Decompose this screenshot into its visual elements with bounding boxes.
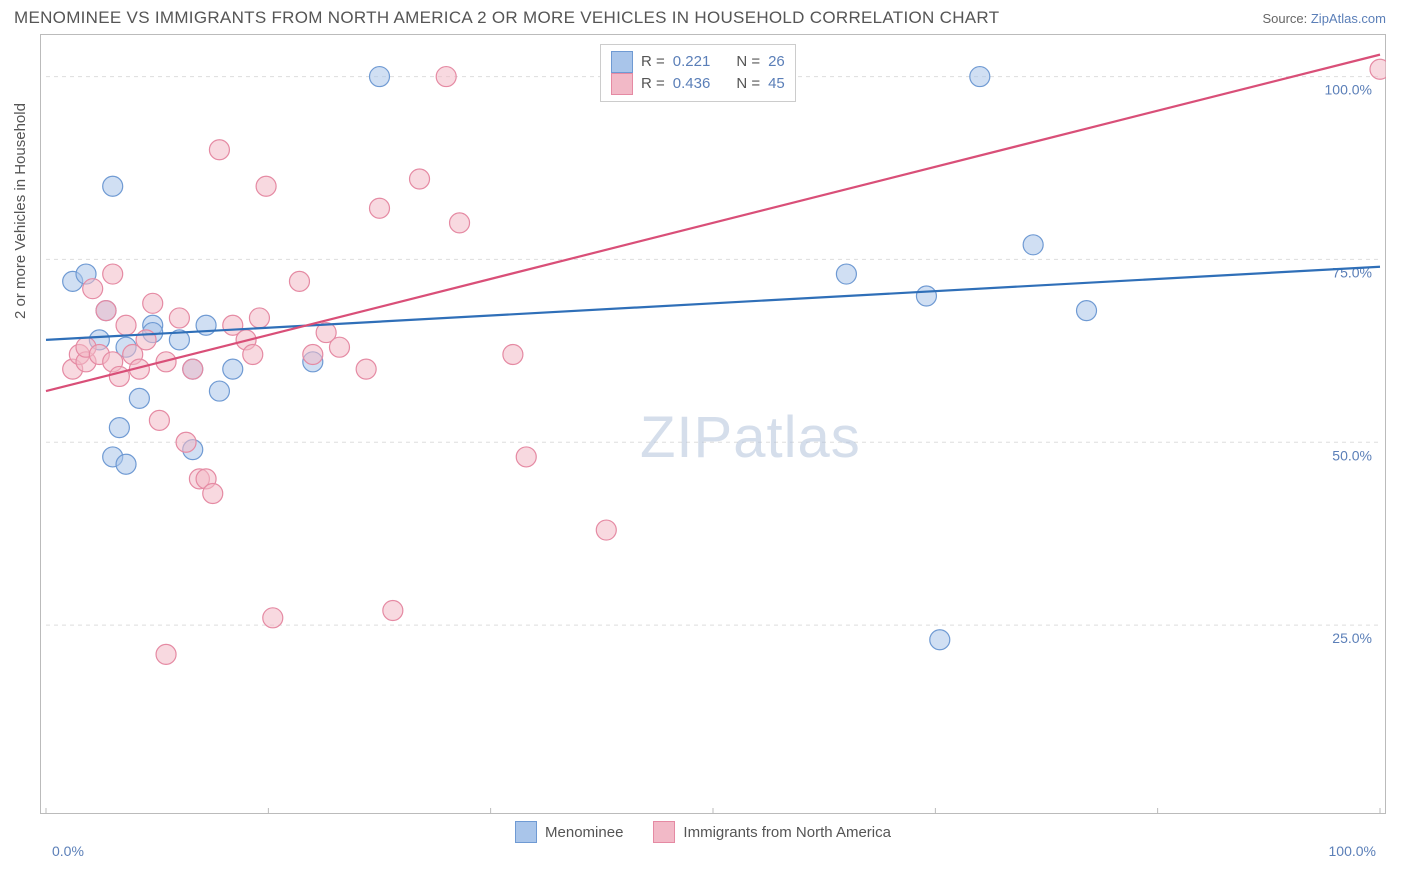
- svg-text:100.0%: 100.0%: [1325, 82, 1372, 98]
- legend-swatch-icon: [653, 821, 675, 843]
- legend-swatch-icon: [611, 73, 633, 95]
- n-label: N =: [736, 73, 760, 95]
- x-tick-min: 0.0%: [52, 843, 84, 859]
- legend-swatch-icon: [611, 51, 633, 73]
- chart-container: 2 or more Vehicles in Household 25.0%50.…: [40, 34, 1396, 819]
- n-value: 26: [768, 51, 785, 73]
- legend-label: Immigrants from North America: [683, 824, 891, 841]
- source-label: Source:: [1262, 11, 1310, 26]
- chart-title: MENOMINEE VS IMMIGRANTS FROM NORTH AMERI…: [14, 8, 999, 28]
- r-label: R =: [641, 73, 665, 95]
- svg-text:25.0%: 25.0%: [1332, 630, 1372, 646]
- n-label: N =: [736, 51, 760, 73]
- correlation-legend-box: R = 0.221 N = 26 R = 0.436 N = 45: [600, 44, 796, 102]
- n-value: 45: [768, 73, 785, 95]
- svg-text:50.0%: 50.0%: [1332, 447, 1372, 463]
- x-tick-max: 100.0%: [1329, 843, 1376, 859]
- legend-item-menominee: Menominee: [515, 821, 623, 843]
- y-axis-label: 2 or more Vehicles in Household: [12, 103, 29, 319]
- legend-item-immigrants: Immigrants from North America: [653, 821, 891, 843]
- r-value: 0.436: [673, 73, 711, 95]
- legend-stat-row: R = 0.221 N = 26: [611, 51, 785, 73]
- chart-header: MENOMINEE VS IMMIGRANTS FROM NORTH AMERI…: [0, 0, 1406, 34]
- legend-swatch-icon: [515, 821, 537, 843]
- r-label: R =: [641, 51, 665, 73]
- legend-label: Menominee: [545, 824, 623, 841]
- r-value: 0.221: [673, 51, 711, 73]
- source-attribution: Source: ZipAtlas.com: [1262, 11, 1386, 26]
- x-axis-labels: 0.0% 100.0%: [40, 843, 1396, 865]
- source-link[interactable]: ZipAtlas.com: [1311, 11, 1386, 26]
- legend-stat-row: R = 0.436 N = 45: [611, 73, 785, 95]
- scatter-chart: 25.0%50.0%75.0%100.0%: [40, 34, 1386, 814]
- bottom-legend: Menominee Immigrants from North America: [0, 821, 1406, 843]
